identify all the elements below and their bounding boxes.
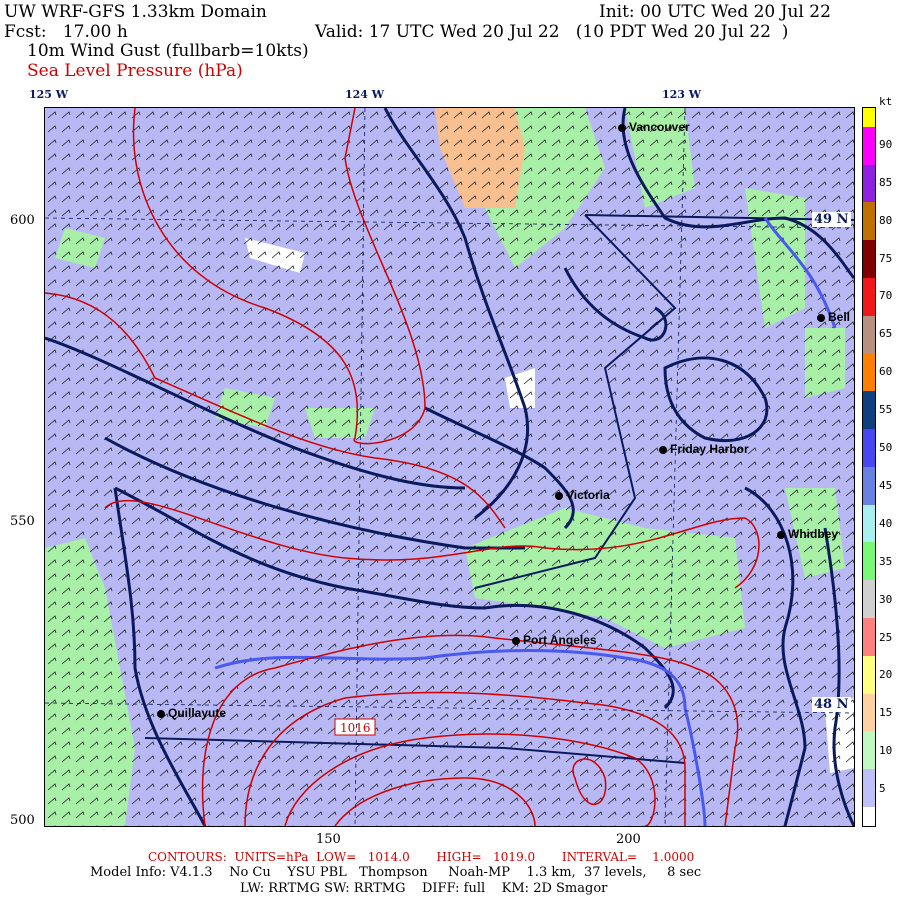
city-friday-harbor: Friday Harbor	[659, 442, 749, 456]
y-tick: 550	[10, 514, 35, 529]
colorbar-swatch	[863, 712, 875, 732]
colorbar-label: 70	[879, 289, 893, 303]
city-victoria: Victoria	[555, 488, 610, 502]
colorbar-swatch	[863, 296, 875, 316]
colorbar-swatch	[863, 655, 875, 675]
colorbar-label: 20	[879, 668, 893, 682]
city-whidbey: Whidbey	[777, 527, 838, 541]
colorbar-label: 85	[879, 175, 893, 189]
y-tick: 500	[10, 813, 35, 828]
colorbar-swatch	[863, 750, 875, 770]
colorbar-label: 25	[879, 630, 893, 644]
colorbar-swatch	[863, 183, 875, 203]
colorbar-swatch	[863, 429, 875, 449]
colorbar-swatch	[863, 636, 875, 656]
colorbar-swatch	[863, 164, 875, 184]
colorbar-swatch	[863, 674, 875, 694]
colorbar-label: 80	[879, 213, 893, 227]
colorbar	[862, 107, 876, 827]
colorbar-swatch	[863, 769, 875, 789]
colorbar-swatch	[863, 126, 875, 146]
colorbar-swatch	[863, 410, 875, 430]
colorbar-label: 40	[879, 516, 893, 530]
city-quillayute: Quillayute	[157, 706, 226, 720]
colorbar-swatch	[863, 108, 875, 127]
lat-label: 49 N	[812, 212, 851, 227]
field-wind-gust: 10m Wind Gust (fullbarb=10kts)	[27, 41, 309, 61]
colorbar-swatch	[863, 202, 875, 222]
x-tick: 150	[316, 832, 341, 847]
colorbar-swatch	[863, 315, 875, 335]
valid-time: Valid: 17 UTC Wed 20 Jul 22 (10 PDT Wed …	[315, 22, 789, 42]
colorbar-swatch	[863, 334, 875, 354]
city-bell: Bell	[817, 310, 850, 324]
colorbar-swatch	[863, 448, 875, 467]
colorbar-swatch	[863, 466, 875, 486]
x-tick: 200	[616, 832, 641, 847]
colorbar-swatch	[863, 806, 875, 826]
lon-label: 123 W	[662, 88, 702, 101]
colorbar-label: 45	[879, 478, 893, 492]
colorbar-swatch	[863, 278, 875, 297]
colorbar-label: 60	[879, 365, 893, 379]
boundaries	[144, 214, 855, 764]
colorbar-label: 10	[879, 744, 893, 758]
init-time: Init: 00 UTC Wed 20 Jul 22	[599, 2, 831, 22]
colorbar-swatch	[863, 372, 875, 392]
colorbar-label: 55	[879, 403, 893, 417]
lat-label: 48 N	[812, 697, 851, 712]
colorbar-swatch	[863, 221, 875, 241]
contour-info: CONTOURS: UNITS=hPa LOW= 1014.0 HIGH= 10…	[148, 850, 695, 864]
contour-label-box	[334, 718, 376, 736]
physics-info: LW: RRTMG SW: RRTMG DIFF: full KM: 2D Sm…	[240, 881, 608, 896]
colorbar-swatch	[863, 561, 875, 581]
colorbar-swatch	[863, 731, 875, 751]
y-tick: 600	[10, 213, 35, 228]
colorbar-swatch	[863, 391, 875, 411]
colorbar-swatch	[863, 580, 875, 600]
city-port-angeles: Port Angeles	[512, 633, 597, 647]
field-slp: Sea Level Pressure (hPa)	[27, 61, 243, 81]
colorbar-swatch	[863, 788, 875, 807]
colorbar-label: 30	[879, 592, 893, 606]
colorbar-swatch	[863, 353, 875, 373]
colorbar-swatch	[863, 599, 875, 619]
colorbar-swatch	[863, 693, 875, 713]
graticule	[44, 107, 855, 827]
model-title: UW WRF-GFS 1.33km Domain	[4, 2, 267, 22]
colorbar-swatch	[863, 259, 875, 279]
colorbar-label: 75	[879, 251, 893, 265]
lon-label: 124 W	[345, 88, 385, 101]
colorbar-swatch	[863, 240, 875, 260]
model-info: Model Info: V4.1.3 No Cu YSU PBL Thompso…	[90, 865, 702, 880]
forecast-hour: Fcst: 17.00 h	[4, 22, 128, 42]
colorbar-swatch	[863, 145, 875, 165]
coastlines	[44, 107, 856, 827]
colorbar-label: 5	[879, 782, 886, 796]
slp-contours	[44, 107, 760, 827]
city-vancouver: Vancouver	[618, 120, 690, 134]
colorbar-swatch	[863, 523, 875, 543]
colorbar-swatch	[863, 485, 875, 505]
colorbar-unit: kt	[879, 95, 893, 108]
colorbar-label: 35	[879, 554, 893, 568]
lon-label: 125 W	[29, 88, 69, 101]
contour-label: 1016	[340, 721, 371, 735]
colorbar-label: 90	[879, 137, 893, 151]
colorbar-label: 65	[879, 327, 893, 341]
colorbar-swatch	[863, 542, 875, 562]
colorbar-label: 50	[879, 441, 893, 455]
colorbar-label: 15	[879, 706, 893, 720]
colorbar-swatch	[863, 618, 875, 637]
colorbar-swatch	[863, 504, 875, 524]
